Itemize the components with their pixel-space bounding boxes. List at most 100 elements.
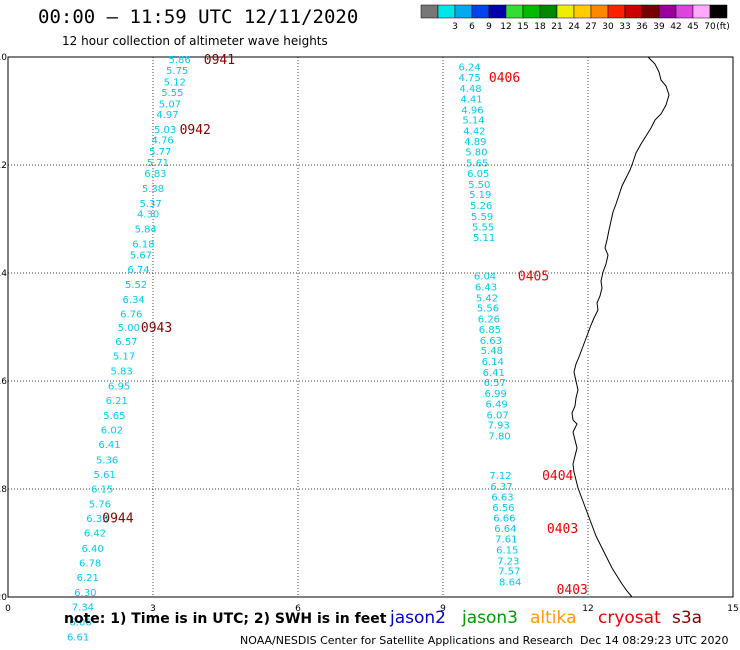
legend-tick-label: 15 <box>517 22 528 32</box>
swh-value: 4.76 <box>152 136 174 147</box>
color-legend: 3 6 9 12 15 18 21 24 27 30 33 36 39 42 45 70 (ft) <box>420 4 730 32</box>
swh-value: 6.61 <box>67 632 89 643</box>
swh-value: 5.65 <box>103 411 125 422</box>
swh-value: 5.84 <box>135 225 157 236</box>
y-tick-label: -20 <box>0 593 7 603</box>
legend-swatch <box>471 4 490 19</box>
swh-value: 6.78 <box>79 558 101 569</box>
swh-value: 6.37 <box>490 482 512 493</box>
legend-tick-label: 18 <box>534 22 546 32</box>
swh-value: 6.15 <box>91 484 113 495</box>
swh-value: 7.80 <box>488 432 510 443</box>
swh-value: 7.23 <box>497 556 519 567</box>
swh-value: 5.38 <box>142 184 164 195</box>
swh-value: 6.64 <box>494 524 516 535</box>
swh-value: 6.02 <box>101 426 123 437</box>
swh-value: 6.21 <box>77 573 99 584</box>
satellite-name-jason3: jason3 <box>462 608 518 628</box>
swh-value: 6.34 <box>123 295 145 306</box>
swh-value: 6.95 <box>108 381 130 392</box>
swh-value: 6.21 <box>106 396 128 407</box>
swh-value: 6.41 <box>98 440 120 451</box>
coastline <box>571 56 670 598</box>
y-tick-label: -10 <box>0 53 7 63</box>
swh-value: 6.85 <box>479 325 501 336</box>
swh-value: 5.26 <box>470 201 492 212</box>
legend-swatch <box>437 4 456 19</box>
swh-value: 5.12 <box>164 77 186 88</box>
legend-swatch <box>420 4 439 19</box>
y-tick-label: -18 <box>0 485 7 495</box>
pass-time-label: 0403 <box>547 522 578 537</box>
swh-value: 6.76 <box>120 310 142 321</box>
swh-value: 5.67 <box>130 251 152 262</box>
swh-value: 6.30 <box>74 588 96 599</box>
legend-tick-label: 36 <box>636 22 648 32</box>
swh-value: 5.80 <box>465 148 487 159</box>
swh-value: 7.61 <box>495 535 517 546</box>
swh-value: 5.42 <box>476 293 498 304</box>
swh-value: 4.75 <box>458 73 480 84</box>
swh-value: 5.77 <box>149 147 171 158</box>
swh-value: 5.37 <box>139 199 161 210</box>
swh-value: 8.64 <box>499 577 521 588</box>
swh-value: 5.71 <box>147 158 169 169</box>
swh-value: 6.33 <box>86 514 108 525</box>
swh-value: 5.50 <box>468 180 490 191</box>
coastline-path <box>571 56 670 598</box>
swh-value: 5.61 <box>94 470 116 481</box>
legend-swatch <box>454 4 473 19</box>
legend-tick-label: 12 <box>500 22 511 32</box>
y-tick-label: -12 <box>0 161 7 171</box>
legend-tick-label: 30 <box>602 22 614 32</box>
swh-value: 5.11 <box>473 233 495 244</box>
legend-swatch <box>675 4 694 19</box>
legend-swatch <box>522 4 541 19</box>
legend-tick-label: 21 <box>551 22 562 32</box>
swh-value: 6.14 <box>482 357 504 368</box>
swh-value: 6.99 <box>485 389 507 400</box>
satellite-name-jason2: jason2 <box>390 608 446 628</box>
swh-value: 5.52 <box>125 280 147 291</box>
axis-ticks: 0 3 6 9 12 15 -10 -12 -14 -16 -18 -20 <box>0 53 739 614</box>
swh-value: 5.56 <box>477 304 499 315</box>
map-title: 00:00 – 11:59 UTC 12/11/2020 <box>38 6 359 28</box>
legend-swatch <box>658 4 677 19</box>
pass-time-label: 0944 <box>102 512 133 527</box>
x-tick-label: 3 <box>150 604 156 614</box>
y-tick-label: -16 <box>0 377 7 387</box>
swh-value: 5.55 <box>472 223 494 234</box>
legend-tick-label: 27 <box>585 22 596 32</box>
legend-swatch <box>607 4 626 19</box>
swh-value: 5.55 <box>161 88 183 99</box>
legend-swatch <box>590 4 609 19</box>
legend-swatch <box>539 4 558 19</box>
swh-value: 7.57 <box>498 567 520 578</box>
swh-value: 5.14 <box>462 116 484 127</box>
pass-time-label: 0404 <box>542 469 573 484</box>
legend-swatch <box>709 4 728 19</box>
legend-tick-label: 6 <box>469 22 475 32</box>
swh-value: 6.18 <box>132 239 154 250</box>
swh-value: 7.93 <box>487 421 509 432</box>
swh-value: 6.07 <box>486 410 508 421</box>
swh-value: 6.66 <box>493 514 515 525</box>
map-subtitle: 12 hour collection of altimeter wave hei… <box>62 34 328 48</box>
altimeter-tracks: 5.865.755.125.555.074.975.034.765.775.71… <box>67 53 588 643</box>
swh-value: 5.03 <box>154 125 176 136</box>
swh-value: 5.19 <box>469 190 491 201</box>
legend-swatch <box>488 4 507 19</box>
satellite-name-cryosat: cryosat <box>598 608 661 628</box>
legend-swatch <box>556 4 575 19</box>
swh-value: 6.42 <box>84 529 106 540</box>
x-tick-label: 15 <box>727 604 738 614</box>
swh-value: 5.83 <box>110 367 132 378</box>
y-tick-label: -14 <box>0 269 7 279</box>
legend-swatch <box>573 4 592 19</box>
legend-tick-label: 70 <box>704 22 716 32</box>
swh-value: 5.07 <box>159 99 181 110</box>
swh-value: 5.76 <box>89 500 111 511</box>
pass-time-label: 0941 <box>204 53 235 68</box>
swh-value: 6.56 <box>492 503 514 514</box>
